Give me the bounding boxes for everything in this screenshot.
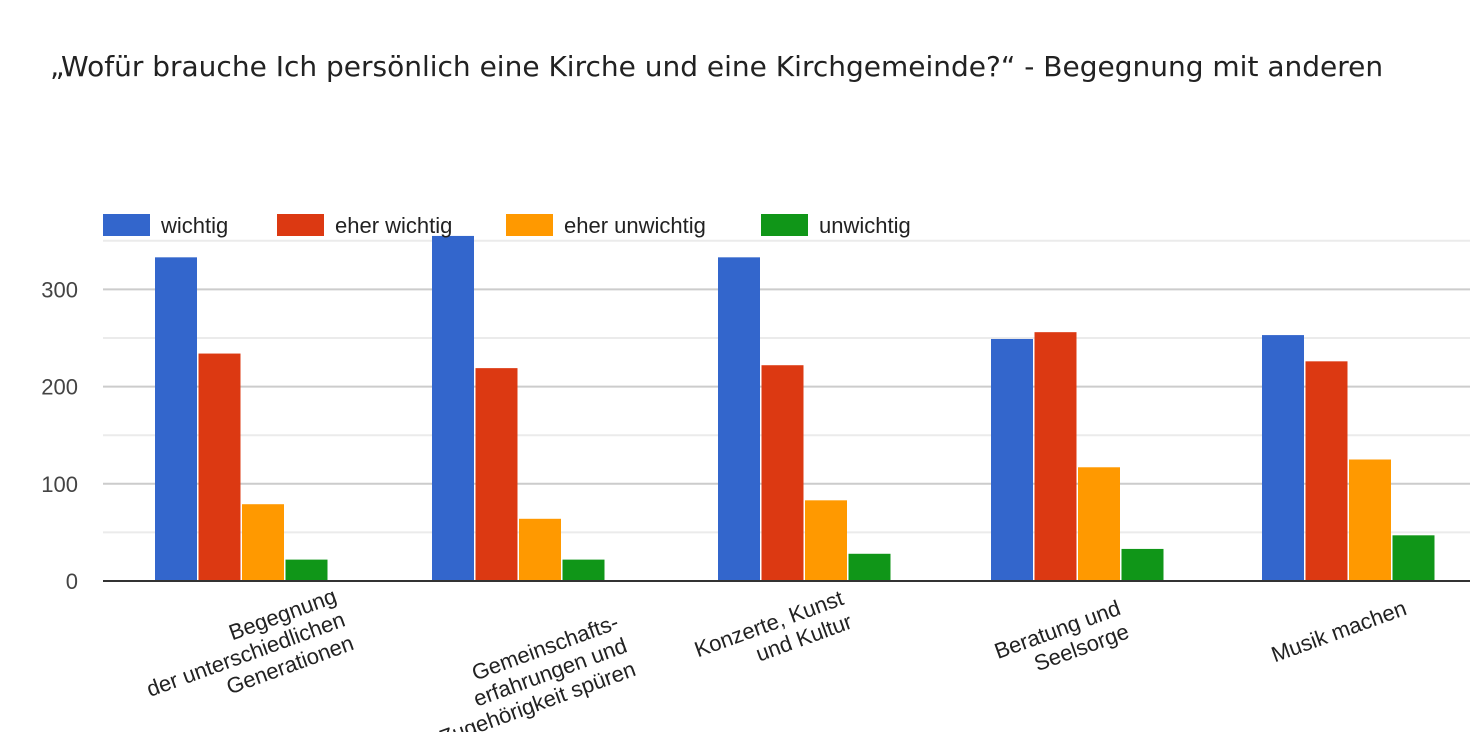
bar-unwichtig <box>848 553 891 581</box>
y-tick-label: 200 <box>41 375 78 400</box>
bar-eher-unwichtig <box>1349 459 1391 581</box>
category-label: Begegnungder unterschiedlichenGeneration… <box>135 583 357 725</box>
axes: 0 100 200 300 <box>41 277 1470 594</box>
bar-unwichtig <box>1392 535 1435 581</box>
category-labels: Begegnungder unterschiedlichenGeneration… <box>135 583 1410 732</box>
bar-eher-wichtig <box>198 353 241 581</box>
bar-eher-unwichtig <box>519 518 561 581</box>
y-tick-label: 300 <box>41 277 78 302</box>
bars <box>155 235 1435 581</box>
bar-wichtig <box>991 338 1033 581</box>
y-tick-label: 0 <box>66 569 78 594</box>
legend-swatch <box>103 214 150 236</box>
bar-eher-unwichtig <box>805 500 847 581</box>
legend-swatch <box>506 214 553 236</box>
category-label: Konzerte, Kunstund Kultur <box>691 585 855 686</box>
category-label: Beratung undSeelsorge <box>991 595 1132 687</box>
bar-wichtig <box>155 257 197 581</box>
legend-label: wichtig <box>160 213 228 238</box>
category-label: Gemeinschafts-erfahrungen undZugehörigke… <box>419 609 639 732</box>
bar-eher-unwichtig <box>1078 467 1120 581</box>
bar-wichtig <box>432 235 474 581</box>
bar-eher-unwichtig <box>242 504 284 581</box>
y-tick-label: 100 <box>41 472 78 497</box>
bar-unwichtig <box>285 559 328 581</box>
legend-label: eher unwichtig <box>564 213 706 238</box>
bar-unwichtig <box>1121 548 1164 581</box>
chart-title: „Wofür brauche Ich persönlich eine Kirch… <box>50 50 1384 83</box>
legend-swatch <box>277 214 324 236</box>
legend: wichtig eher wichtig eher unwichtig unwicht… <box>103 213 911 238</box>
bar-eher-wichtig <box>475 368 518 581</box>
legend-label: unwichtig <box>819 213 911 238</box>
category-label: Musik machen <box>1268 595 1410 667</box>
bar-eher-wichtig <box>1305 361 1348 581</box>
legend-label: eher wichtig <box>335 213 452 238</box>
bar-eher-wichtig <box>761 365 804 581</box>
legend-swatch <box>761 214 808 236</box>
bar-wichtig <box>718 257 760 581</box>
bar-unwichtig <box>562 559 605 581</box>
bar-eher-wichtig <box>1034 332 1077 581</box>
bar-wichtig <box>1262 335 1304 581</box>
